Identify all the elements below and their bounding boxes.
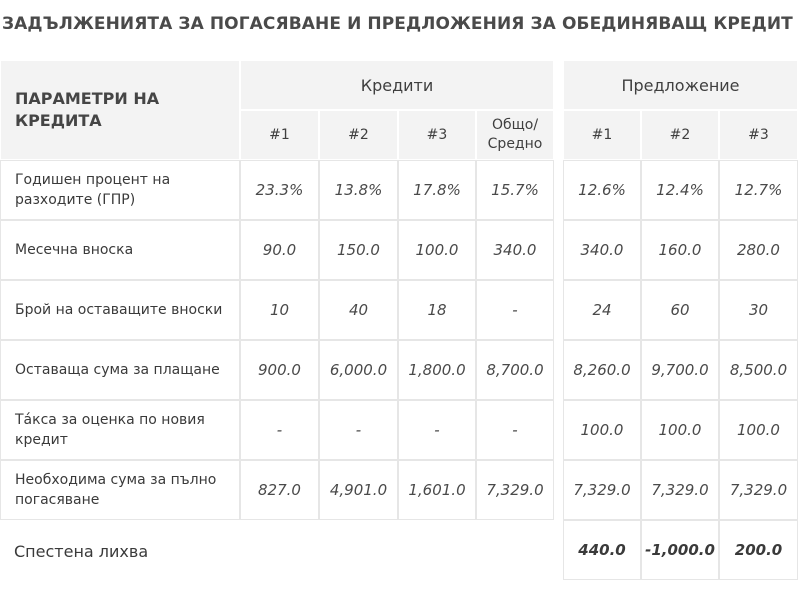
credit-value-cell: 18	[398, 280, 476, 340]
offer-value-cell: 280.0	[719, 220, 798, 280]
row-label: Месечна вноска	[0, 220, 240, 280]
param-header: ПАРАМЕТРИ НА КРЕДИТА	[0, 60, 240, 160]
credit-value-cell: 827.0	[240, 460, 319, 520]
offer-value-cell: 8,260.0	[563, 340, 641, 400]
offer-value-cell: 100.0	[563, 400, 641, 460]
row-label-text: Оставаща сума за плащане	[15, 362, 220, 378]
credit-column-label: #1	[269, 126, 290, 143]
row-label-text: Годишен процент на разходите (ГПР)	[15, 172, 171, 208]
credit-value-cell: 40	[319, 280, 398, 340]
credit-value-cell: 6,000.0	[319, 340, 398, 400]
credit-column-label: #2	[348, 126, 369, 143]
credit-value-cell: 10	[240, 280, 319, 340]
offer-value-cell: 8,500.0	[719, 340, 798, 400]
credit-value-cell: 1,601.0	[398, 460, 476, 520]
credits-header: Кредити	[240, 60, 554, 110]
offer-value-cell: 9,700.0	[641, 340, 719, 400]
credit-column-header: #1	[240, 110, 319, 160]
row-label-text: Необходима сума за пълно погасяване	[15, 472, 217, 508]
credit-value-cell: 150.0	[319, 220, 398, 280]
offer-value-cell: 12.6%	[563, 160, 641, 220]
offer-value-cell: 7,329.0	[719, 460, 798, 520]
credit-value-cell: -	[319, 400, 398, 460]
credit-value-cell: -	[476, 400, 554, 460]
offer-value-cell: 24	[563, 280, 641, 340]
credit-value-cell: 100.0	[398, 220, 476, 280]
offer-column-header: #2	[641, 110, 719, 160]
credit-column-header: #2	[319, 110, 398, 160]
credit-column-label: #3	[426, 126, 448, 143]
credit-value-cell: 23.3%	[240, 160, 319, 220]
credit-value-cell: 1,800.0	[398, 340, 476, 400]
savings-value-cell: 200.0	[719, 520, 798, 580]
offer-header: Предложение	[563, 60, 798, 110]
credit-value-cell: 17.8%	[398, 160, 476, 220]
offer-value-cell: 340.0	[563, 220, 641, 280]
row-label-text: Тáкса за оценка по новия кредит	[15, 412, 205, 448]
credit-value-cell: 900.0	[240, 340, 319, 400]
offer-value-cell: 100.0	[641, 400, 719, 460]
offer-value-cell: 7,329.0	[563, 460, 641, 520]
page-title: ЗАДЪЛЖЕНИЯТА ЗА ПОГАСЯВАНЕ И ПРЕДЛОЖЕНИЯ…	[2, 14, 793, 34]
row-label-text: Брой на оставащите вноски	[15, 302, 223, 318]
credit-value-cell: 90.0	[240, 220, 319, 280]
credit-value-cell: 7,329.0	[476, 460, 554, 520]
row-label-text: Месечна вноска	[15, 242, 134, 258]
offer-value-cell: 30	[719, 280, 798, 340]
credit-value-cell: 15.7%	[476, 160, 554, 220]
param-header-text: ПАРАМЕТРИ НА КРЕДИТА	[15, 89, 160, 130]
offer-value-cell: 12.4%	[641, 160, 719, 220]
row-label: Оставаща сума за плащане	[0, 340, 240, 400]
credit-value-cell: 8,700.0	[476, 340, 554, 400]
credit-column-label: Общо/ Средно	[487, 117, 543, 152]
savings-value-cell: 440.0	[563, 520, 641, 580]
offer-value-cell: 60	[641, 280, 719, 340]
offer-column-header: #3	[719, 110, 798, 160]
offer-value-cell: 100.0	[719, 400, 798, 460]
savings-label: Спестена лихва	[14, 542, 149, 561]
credit-column-header: #3	[398, 110, 476, 160]
offer-column-header: #1	[563, 110, 641, 160]
credit-value-cell: -	[476, 280, 554, 340]
credit-value-cell: -	[240, 400, 319, 460]
offer-value-cell: 12.7%	[719, 160, 798, 220]
row-label: Годишен процент на разходите (ГПР)	[0, 160, 240, 220]
row-label: Необходима сума за пълно погасяване	[0, 460, 240, 520]
credit-value-cell: -	[398, 400, 476, 460]
offer-value-cell: 7,329.0	[641, 460, 719, 520]
offer-value-cell: 160.0	[641, 220, 719, 280]
row-label: Тáкса за оценка по новия кредит	[0, 400, 240, 460]
savings-value-cell: -1,000.0	[641, 520, 719, 580]
credit-value-cell: 4,901.0	[319, 460, 398, 520]
credit-column-header: Общо/ Средно	[476, 110, 554, 160]
credit-value-cell: 13.8%	[319, 160, 398, 220]
row-label: Брой на оставащите вноски	[0, 280, 240, 340]
credit-value-cell: 340.0	[476, 220, 554, 280]
